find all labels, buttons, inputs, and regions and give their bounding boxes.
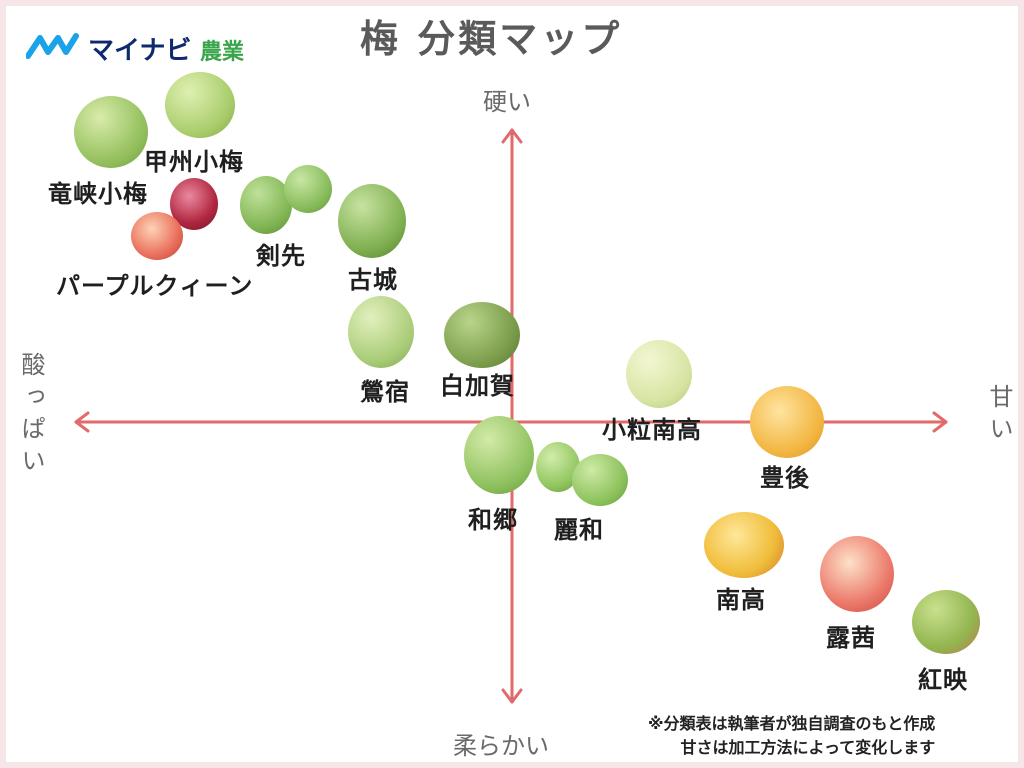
fruit-wago: [464, 416, 534, 494]
logo-sub: 農業: [200, 40, 245, 65]
arrow-up-icon: [501, 128, 523, 144]
variety-reiwa: 麗和: [554, 516, 604, 544]
axis-label-bottom: 柔らかい: [453, 732, 549, 760]
page-title: 梅 分類マップ: [360, 17, 623, 61]
fruit-kensaki-1: [240, 176, 292, 234]
fruit-kojiro: [338, 184, 406, 258]
variety-roake: 露茜: [826, 624, 876, 652]
logo: [26, 28, 266, 64]
variety-ryukyo: 竜峡小梅: [48, 180, 148, 208]
footnote-line-1: ※分類表は執筆者が独自調査のもと作成: [648, 714, 936, 733]
logo-mark-icon: [26, 33, 79, 59]
fruit-uguisu: [348, 296, 414, 368]
variety-kensaki: 剣先: [256, 242, 306, 270]
variety-koshu: 甲州小梅: [144, 148, 244, 176]
arrow-right-icon: [932, 411, 948, 433]
logo-brand: マイナビ: [88, 36, 192, 66]
variety-bungo: 豊後: [760, 464, 810, 492]
variety-purple: パープルクィーン: [56, 272, 254, 300]
fruit-kensaki-2: [284, 165, 332, 213]
axis-label-left: 酸っぱい: [17, 352, 45, 480]
axis-label-top: 硬い: [483, 88, 531, 116]
variety-uguisu: 鶯宿: [360, 378, 410, 406]
variety-beniei: 紅映: [918, 666, 968, 694]
axis-label-right: 甘い: [985, 384, 1013, 448]
fruit-bungo: [750, 386, 824, 458]
fruit-reiwa-2: [572, 454, 628, 506]
variety-shirokaga: 白加賀: [440, 372, 515, 400]
variety-wago: 和郷: [468, 506, 518, 534]
arrow-down-icon: [501, 688, 523, 704]
fruit-purple-2: [131, 212, 183, 260]
fruit-ryukyo: [74, 96, 148, 168]
variety-kotsubu: 小粒南高: [602, 416, 702, 444]
fruit-beniei: [912, 590, 980, 654]
variety-nanko: 南高: [716, 586, 766, 614]
fruit-koshu: [165, 72, 235, 138]
arrow-left-icon: [74, 411, 90, 433]
fruit-shirokaga: [444, 302, 520, 368]
fruit-nanko: [704, 512, 784, 578]
fruit-kotsubu: [626, 340, 692, 408]
fruit-roake: [820, 536, 894, 612]
footnote-line-2: 甘さは加工方法によって変化します: [680, 738, 936, 757]
footnote: ※分類表は執筆者が独自調査のもと作成 甘さは加工方法によって変化します: [648, 712, 935, 760]
variety-kojiro: 古城: [348, 266, 398, 294]
